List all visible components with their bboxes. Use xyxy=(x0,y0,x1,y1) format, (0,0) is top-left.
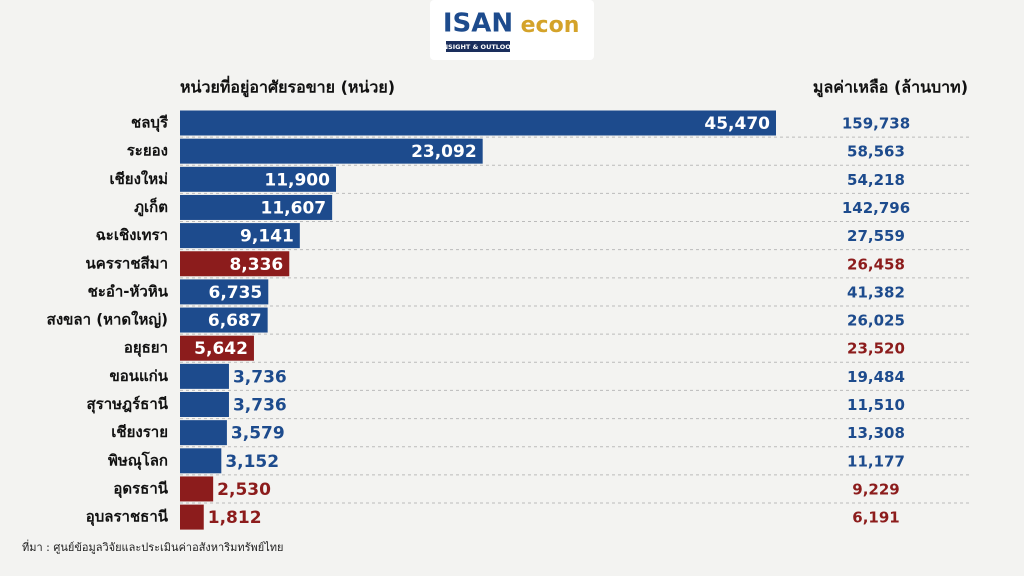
bar-label: 6,687 xyxy=(208,311,262,331)
category-label: สงขลา (หาดใหญ่) xyxy=(47,311,168,329)
remaining-value: 13,308 xyxy=(847,424,905,442)
category-label: ระยอง xyxy=(127,142,168,160)
bar-label: 8,336 xyxy=(229,255,283,275)
bar-label: 11,607 xyxy=(261,198,327,218)
bar xyxy=(180,476,214,502)
bar xyxy=(180,448,222,474)
bar-label: 3,736 xyxy=(233,396,287,416)
remaining-value: 11,510 xyxy=(847,396,905,414)
remaining-value: 11,177 xyxy=(847,452,905,470)
bar-label: 2,530 xyxy=(217,480,271,500)
logo-brand: ISAN xyxy=(443,9,513,39)
category-label: สุราษฎร์ธานี xyxy=(87,395,169,414)
remaining-value: 27,559 xyxy=(847,227,905,245)
category-label: เชียงใหม่ xyxy=(109,170,168,188)
bar xyxy=(180,279,269,305)
remaining-value: 9,229 xyxy=(852,480,899,498)
bar xyxy=(180,110,776,136)
logo-tagline: INSIGHT & OUTLOOK xyxy=(440,43,517,51)
category-label: เชียงราย xyxy=(111,423,168,441)
category-label: ภูเก็ต xyxy=(134,197,168,217)
logo-tag-bg xyxy=(446,41,510,52)
bar xyxy=(180,166,336,192)
remaining-value: 26,458 xyxy=(847,255,905,273)
category-label: ชะอำ-หัวหิน xyxy=(88,282,169,300)
category-label: อยุธยา xyxy=(124,339,168,358)
remaining-value: 54,218 xyxy=(847,171,905,189)
remaining-value: 58,563 xyxy=(847,143,905,161)
remaining-value: 6,191 xyxy=(852,509,899,527)
bar-label: 3,152 xyxy=(225,452,279,472)
bar-label: 3,736 xyxy=(233,367,287,387)
category-label: อุบลราชธานี xyxy=(86,508,169,527)
bar-label: 3,579 xyxy=(231,424,285,444)
bar xyxy=(180,420,227,446)
bar xyxy=(180,223,300,249)
remaining-value: 142,796 xyxy=(842,199,910,217)
bar-label: 9,141 xyxy=(240,227,294,247)
category-label: ขอนแก่น xyxy=(109,367,168,385)
bar xyxy=(180,504,204,530)
bar xyxy=(180,335,254,361)
bar-label: 1,812 xyxy=(208,508,262,528)
remaining-value: 41,382 xyxy=(847,283,905,301)
category-label: อุดรธานี xyxy=(113,479,168,498)
bar-header: หน่วยที่อยู่อาศัยรอขาย (หน่วย) xyxy=(180,76,395,99)
bar xyxy=(180,251,290,277)
bar xyxy=(180,392,229,417)
bar xyxy=(180,194,333,220)
remaining-value: 19,484 xyxy=(847,368,905,386)
remaining-value: 23,520 xyxy=(847,340,905,358)
bar-label: 5,642 xyxy=(194,339,248,359)
category-label: พิษณุโลก xyxy=(108,450,168,470)
bar-label: 45,470 xyxy=(704,114,770,134)
category-label: ชลบุรี xyxy=(131,114,169,133)
category-label: ฉะเชิงเทรา xyxy=(96,226,168,244)
category-label: นครราชสีมา xyxy=(86,254,168,272)
bar xyxy=(180,363,229,389)
bar-label: 6,735 xyxy=(208,283,262,303)
bar xyxy=(180,138,483,164)
remaining-value: 26,025 xyxy=(847,312,905,330)
bar-label: 23,092 xyxy=(411,142,477,162)
remaining-value: 159,738 xyxy=(842,115,910,133)
value-header: มูลค่าเหลือ (ล้านบาท) xyxy=(813,78,968,99)
logo-partner: econ xyxy=(521,13,580,38)
source: ที่มา : ศูนย์ข้อมูลวิจัยและประเมินค่าอสั… xyxy=(22,539,283,554)
bar xyxy=(180,307,268,333)
bar-label: 11,900 xyxy=(264,170,330,190)
